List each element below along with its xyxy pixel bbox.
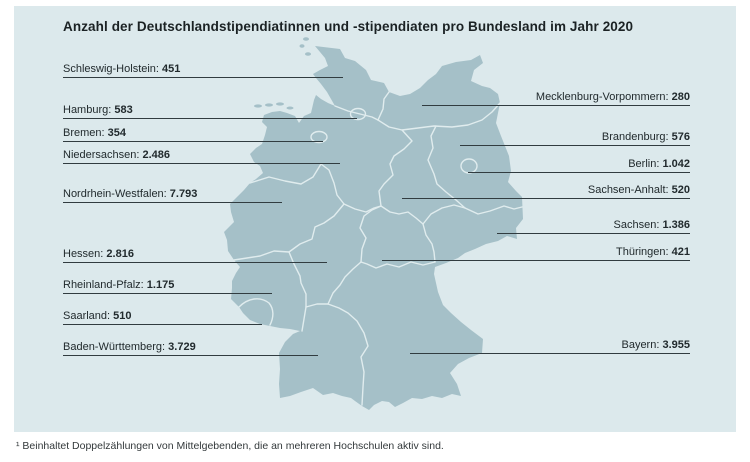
state-label-nordrhein-westfalen: Nordrhein-Westfalen: 7.793 [63, 188, 198, 200]
leader-nordrhein-westfalen [63, 202, 282, 203]
leader-sachsen-anhalt [402, 198, 690, 199]
leader-baden-wuerttemberg [63, 355, 318, 356]
state-label-bayern: Bayern: 3.955 [621, 339, 690, 351]
state-label-bremen: Bremen: 354 [63, 127, 126, 139]
state-borders [233, 91, 523, 406]
state-label-hamburg: Hamburg: 583 [63, 104, 133, 116]
leader-niedersachsen [63, 163, 340, 164]
state-label-rheinland-pfalz: Rheinland-Pfalz: 1.175 [63, 279, 175, 291]
leader-berlin [468, 172, 690, 173]
leader-hessen [63, 262, 327, 263]
state-label-mecklenburg-vorpommern: Mecklenburg-Vorpommern: 280 [535, 91, 690, 103]
leader-hamburg [63, 118, 357, 119]
state-label-brandenburg: Brandenburg: 576 [601, 131, 690, 143]
leader-mecklenburg-vorpommern [422, 105, 690, 106]
leader-saarland [63, 324, 262, 325]
state-label-baden-wuerttemberg: Baden-Württemberg: 3.729 [63, 341, 196, 353]
leader-thueringen [382, 260, 690, 261]
leader-bayern [410, 353, 690, 354]
germany-outline [224, 37, 523, 410]
state-label-sachsen: Sachsen: 1.386 [613, 219, 690, 231]
germany-map [224, 37, 523, 410]
leader-schleswig-holstein [63, 77, 343, 78]
footnote: ¹ Beinhaltet Doppelzählungen von Mittelg… [16, 440, 444, 452]
leader-rheinland-pfalz [63, 293, 272, 294]
state-label-berlin: Berlin: 1.042 [628, 158, 690, 170]
state-label-saarland: Saarland: 510 [63, 310, 132, 322]
page-title: Anzahl der Deutschlandstipendiatinnen un… [63, 19, 634, 34]
state-label-sachsen-anhalt: Sachsen-Anhalt: 520 [587, 184, 690, 196]
state-label-hessen: Hessen: 2.816 [63, 248, 134, 260]
state-label-schleswig-holstein: Schleswig-Holstein: 451 [63, 63, 181, 75]
state-label-niedersachsen: Niedersachsen: 2.486 [63, 149, 171, 161]
leader-brandenburg [460, 145, 690, 146]
leader-sachsen [497, 233, 690, 234]
leader-bremen [63, 141, 323, 142]
state-label-thueringen: Thüringen: 421 [615, 246, 690, 258]
